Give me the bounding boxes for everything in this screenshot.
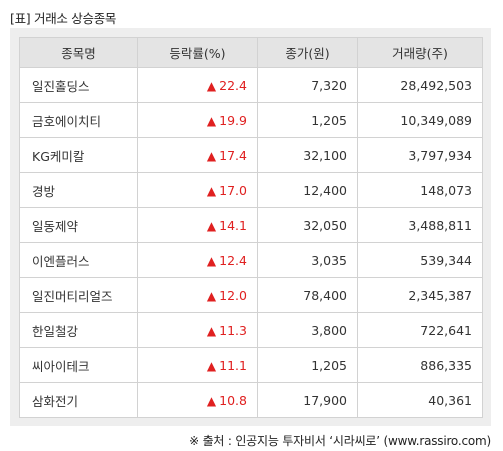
up-triangle-icon: ▲ xyxy=(206,393,217,408)
trade-volume: 28,492,503 xyxy=(357,67,483,103)
change-rate: 12.4 xyxy=(219,252,247,268)
trade-volume: 3,488,811 xyxy=(357,207,483,243)
table-row: 한일철강 ▲ 11.3 3,800 722,641 xyxy=(19,312,483,348)
stock-name: 일진홀딩스 xyxy=(19,67,138,103)
stock-name: 금호에이치티 xyxy=(19,102,138,138)
close-price: 1,205 xyxy=(257,102,358,138)
up-triangle-icon: ▲ xyxy=(206,78,217,93)
change-rate-cell: ▲ 10.8 xyxy=(137,382,258,418)
table-row: 금호에이치티 ▲ 19.9 1,205 10,349,089 xyxy=(19,102,483,138)
trade-volume: 40,361 xyxy=(357,382,483,418)
trade-volume: 886,335 xyxy=(357,347,483,383)
change-rate-cell: ▲ 11.3 xyxy=(137,312,258,348)
up-triangle-icon: ▲ xyxy=(206,288,217,303)
change-rate: 22.4 xyxy=(219,77,247,93)
column-header-volume: 거래량(주) xyxy=(357,37,483,68)
stock-table: 종목명 등락률(%) 종가(원) 거래량(주) 일진홀딩스 ▲ 22.4 7,320 2… xyxy=(19,37,483,418)
trade-volume: 148,073 xyxy=(357,172,483,208)
table-frame: 종목명 등락률(%) 종가(원) 거래량(주) 일진홀딩스 ▲ 22.4 7,320 2… xyxy=(10,28,491,426)
close-price: 78,400 xyxy=(257,277,358,313)
close-price: 3,035 xyxy=(257,242,358,278)
close-price: 3,800 xyxy=(257,312,358,348)
trade-volume: 3,797,934 xyxy=(357,137,483,173)
table-row: 일진홀딩스 ▲ 22.4 7,320 28,492,503 xyxy=(19,67,483,103)
column-header-rate: 등락률(%) xyxy=(137,37,258,68)
stock-name: 삼화전기 xyxy=(19,382,138,418)
stock-name: 일동제약 xyxy=(19,207,138,243)
change-rate: 12.0 xyxy=(219,287,247,303)
table-row: 일진머티리얼즈 ▲ 12.0 78,400 2,345,387 xyxy=(19,277,483,313)
close-price: 1,205 xyxy=(257,347,358,383)
close-price: 32,100 xyxy=(257,137,358,173)
close-price: 12,400 xyxy=(257,172,358,208)
table-row: 씨아이테크 ▲ 11.1 1,205 886,335 xyxy=(19,347,483,383)
table-row: 경방 ▲ 17.0 12,400 148,073 xyxy=(19,172,483,208)
table-row: KG케미칼 ▲ 17.4 32,100 3,797,934 xyxy=(19,137,483,173)
table-row: 이엔플러스 ▲ 12.4 3,035 539,344 xyxy=(19,242,483,278)
up-triangle-icon: ▲ xyxy=(206,113,217,128)
change-rate: 11.3 xyxy=(219,322,247,338)
stock-name: 한일철강 xyxy=(19,312,138,348)
table-row: 일동제약 ▲ 14.1 32,050 3,488,811 xyxy=(19,207,483,243)
trade-volume: 722,641 xyxy=(357,312,483,348)
stock-name: 이엔플러스 xyxy=(19,242,138,278)
column-header-name: 종목명 xyxy=(19,37,138,68)
close-price: 17,900 xyxy=(257,382,358,418)
table-title: [표] 거래소 상승종목 xyxy=(10,11,117,26)
change-rate-cell: ▲ 17.0 xyxy=(137,172,258,208)
up-triangle-icon: ▲ xyxy=(206,148,217,163)
table-row: 삼화전기 ▲ 10.8 17,900 40,361 xyxy=(19,382,483,418)
up-triangle-icon: ▲ xyxy=(206,183,217,198)
change-rate: 19.9 xyxy=(219,112,247,128)
change-rate-cell: ▲ 19.9 xyxy=(137,102,258,138)
change-rate-cell: ▲ 22.4 xyxy=(137,67,258,103)
change-rate: 14.1 xyxy=(219,217,247,233)
stock-name: 일진머티리얼즈 xyxy=(19,277,138,313)
change-rate: 11.1 xyxy=(219,357,247,373)
trade-volume: 2,345,387 xyxy=(357,277,483,313)
stock-name: KG케미칼 xyxy=(19,137,138,173)
change-rate: 10.8 xyxy=(219,392,247,408)
up-triangle-icon: ▲ xyxy=(206,323,217,338)
stock-name: 씨아이테크 xyxy=(19,347,138,383)
change-rate-cell: ▲ 17.4 xyxy=(137,137,258,173)
change-rate-cell: ▲ 14.1 xyxy=(137,207,258,243)
change-rate-cell: ▲ 12.0 xyxy=(137,277,258,313)
stock-name: 경방 xyxy=(19,172,138,208)
up-triangle-icon: ▲ xyxy=(206,218,217,233)
change-rate: 17.4 xyxy=(219,147,247,163)
change-rate-cell: ▲ 11.1 xyxy=(137,347,258,383)
table-header-row: 종목명 등락률(%) 종가(원) 거래량(주) xyxy=(19,37,483,68)
up-triangle-icon: ▲ xyxy=(206,358,217,373)
close-price: 7,320 xyxy=(257,67,358,103)
column-header-close: 종가(원) xyxy=(257,37,358,68)
close-price: 32,050 xyxy=(257,207,358,243)
change-rate: 17.0 xyxy=(219,182,247,198)
trade-volume: 539,344 xyxy=(357,242,483,278)
change-rate-cell: ▲ 12.4 xyxy=(137,242,258,278)
up-triangle-icon: ▲ xyxy=(206,253,217,268)
source-note: ※ 출처 : 인공지능 투자비서 ‘시라씨로’ (www.rassiro.com… xyxy=(189,434,491,448)
trade-volume: 10,349,089 xyxy=(357,102,483,138)
